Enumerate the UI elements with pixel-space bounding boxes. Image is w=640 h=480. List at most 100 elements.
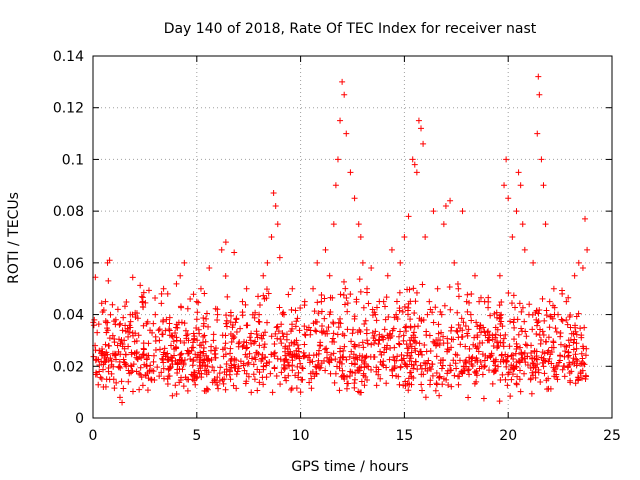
data-point (116, 321, 123, 328)
data-point (348, 338, 355, 345)
data-point (401, 360, 408, 367)
data-point (573, 340, 580, 347)
data-point (318, 308, 325, 315)
data-point (573, 345, 580, 352)
data-point (436, 392, 443, 399)
data-point (511, 336, 518, 343)
data-point (327, 370, 334, 377)
data-point (454, 309, 461, 316)
data-point (375, 371, 382, 378)
data-point (339, 367, 346, 374)
data-point (571, 336, 578, 343)
data-point (355, 221, 362, 228)
data-point (362, 373, 369, 380)
x-tick-label: 5 (192, 428, 201, 444)
data-point (258, 335, 265, 342)
data-point (565, 349, 572, 356)
data-point (90, 322, 97, 329)
data-point (263, 374, 270, 381)
data-point (408, 343, 415, 350)
data-point (90, 353, 97, 360)
data-point (407, 323, 414, 330)
data-point (461, 367, 468, 374)
data-point (559, 366, 566, 373)
data-point (391, 364, 398, 371)
axis-ticks: 0 5 10 15 20 25 0 0.02 0.04 0.06 0.08 0.1 0.12 0.14 (53, 49, 621, 444)
data-point (419, 281, 426, 288)
data-point (340, 292, 347, 299)
data-point (168, 332, 175, 339)
data-point (351, 195, 358, 202)
data-point (579, 367, 586, 374)
data-point (582, 215, 589, 222)
data-point (143, 363, 150, 370)
data-point (369, 329, 376, 336)
data-point (290, 340, 297, 347)
data-point (367, 353, 374, 360)
y-tick-label: 0.08 (53, 204, 84, 220)
plot-frame (92, 55, 613, 419)
data-point (140, 289, 147, 296)
data-point (293, 352, 300, 359)
data-point (207, 347, 214, 354)
data-point (294, 341, 301, 348)
data-point (494, 339, 501, 346)
data-point (534, 356, 541, 363)
data-point (223, 320, 230, 327)
data-point (396, 333, 403, 340)
data-point (293, 318, 300, 325)
data-point (139, 303, 146, 310)
data-point (219, 376, 226, 383)
data-point (565, 363, 572, 370)
data-point (314, 361, 321, 368)
data-point (442, 202, 449, 209)
data-point (411, 309, 418, 316)
data-point (273, 324, 280, 331)
data-point (330, 221, 337, 228)
data-point (222, 273, 229, 280)
data-point (508, 376, 515, 383)
data-point (337, 291, 344, 298)
data-point (233, 371, 240, 378)
data-point (295, 374, 302, 381)
data-point (517, 388, 524, 395)
data-point (541, 317, 548, 324)
data-point (363, 326, 370, 333)
data-point (575, 374, 582, 381)
data-point (480, 395, 487, 402)
data-point (550, 285, 557, 292)
data-point (418, 365, 425, 372)
data-point (227, 357, 234, 364)
data-point (395, 340, 402, 347)
data-point (446, 283, 453, 290)
data-point (516, 376, 523, 383)
data-point (274, 221, 281, 228)
data-point (299, 376, 306, 383)
data-point (506, 369, 513, 376)
data-point (462, 343, 469, 350)
data-point (144, 387, 151, 394)
y-axis-label: ROTI / TECUs (6, 192, 22, 284)
data-point (189, 376, 196, 383)
data-point (101, 354, 108, 361)
data-point (580, 360, 587, 367)
data-point (426, 298, 433, 305)
data-point (239, 343, 246, 350)
data-point (270, 350, 277, 357)
data-point (440, 375, 447, 382)
data-point (528, 350, 535, 357)
data-point (455, 381, 462, 388)
data-point (404, 307, 411, 314)
data-point (252, 309, 259, 316)
data-point (524, 342, 531, 349)
data-point (331, 379, 338, 386)
data-point (517, 344, 524, 351)
data-point (301, 353, 308, 360)
data-point (262, 354, 269, 361)
data-point (324, 349, 331, 356)
data-point (426, 364, 433, 371)
data-point (195, 367, 202, 374)
data-point (243, 378, 250, 385)
data-point (209, 364, 216, 371)
data-point (361, 360, 368, 367)
